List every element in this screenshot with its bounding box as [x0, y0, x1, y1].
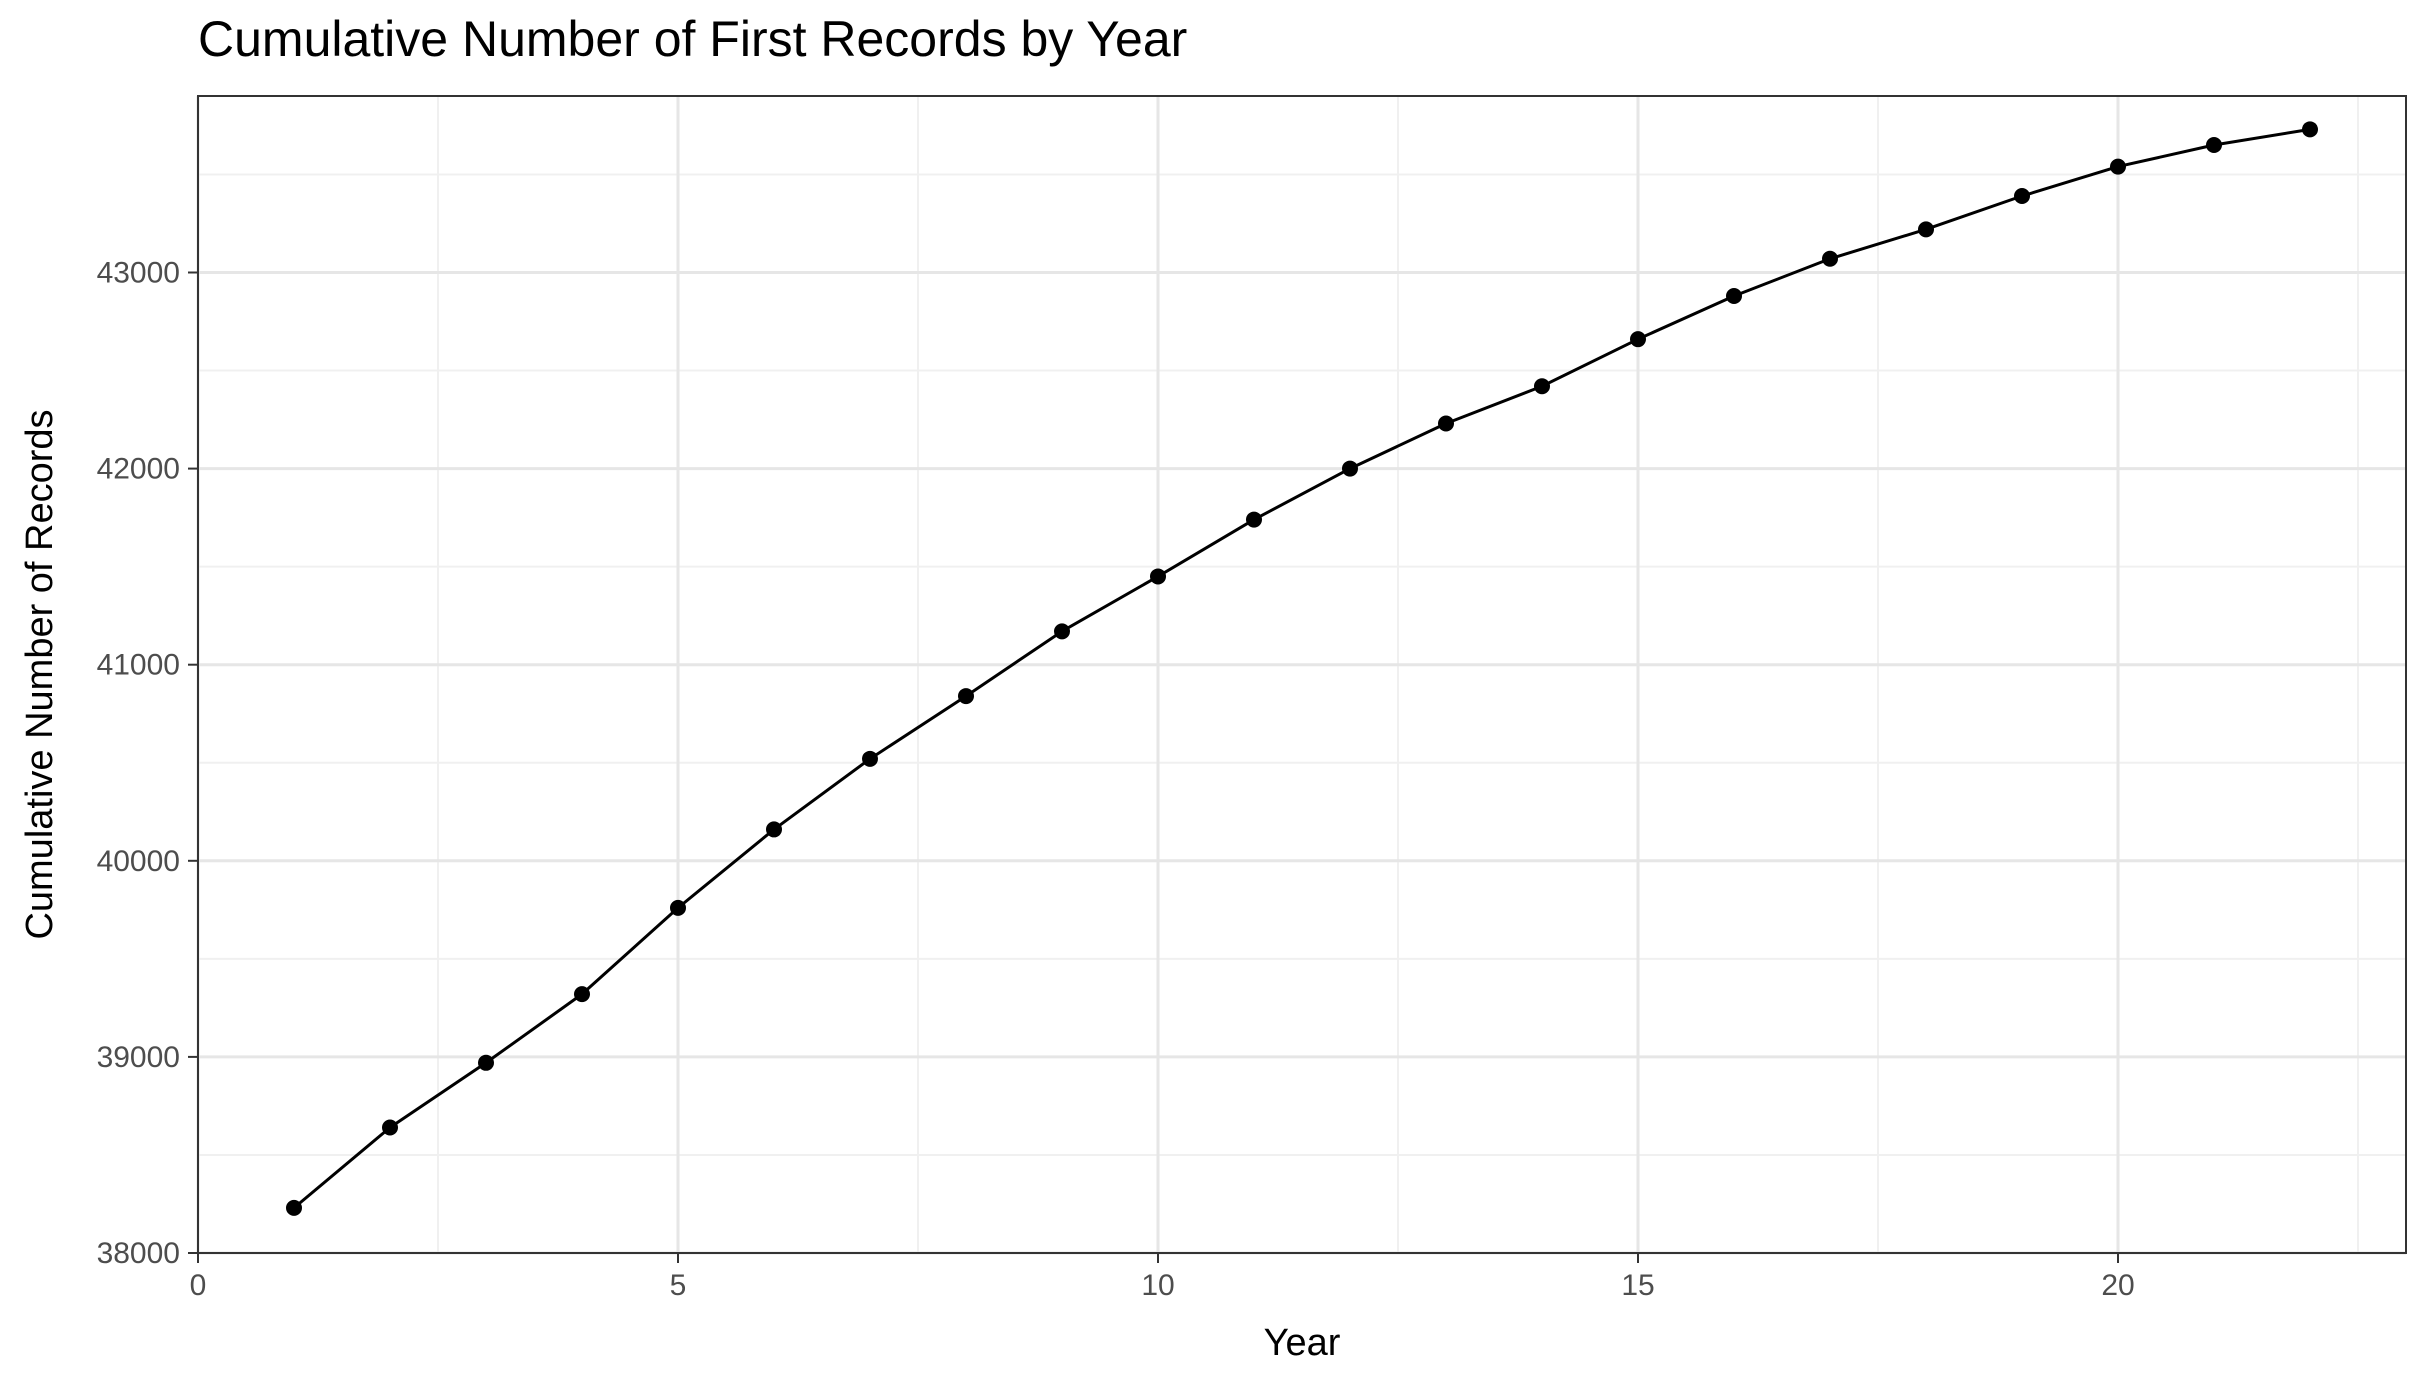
data-point [286, 1199, 302, 1216]
data-point [2206, 137, 2222, 154]
data-point [1918, 221, 1934, 238]
y-tick-label: 41000 [97, 649, 180, 682]
y-tick-label: 43000 [97, 256, 180, 289]
data-point [1822, 250, 1838, 267]
data-point [478, 1054, 494, 1071]
data-point [1342, 460, 1358, 477]
data-point [1630, 331, 1646, 348]
x-axis-ticks: 0 5 10 15 20 [190, 1253, 2135, 1302]
y-tick-label: 40000 [97, 845, 180, 878]
y-tick-label: 38000 [97, 1237, 180, 1270]
y-axis-ticks: 38000 39000 40000 41000 42000 43000 [97, 256, 198, 1270]
y-axis-title: Cumulative Number of Records [19, 409, 61, 939]
data-point [1438, 415, 1454, 432]
x-tick-label: 5 [670, 1269, 687, 1302]
series-line [293, 127, 2311, 1210]
x-tick-label: 0 [190, 1269, 207, 1302]
data-point [1150, 568, 1166, 585]
data-point [1726, 288, 1742, 305]
x-tick-label: 15 [1621, 1269, 1654, 1302]
x-tick-label: 20 [2101, 1269, 2134, 1302]
data-point [670, 899, 686, 916]
minor-gridlines [198, 96, 2406, 1253]
data-point [958, 688, 974, 705]
chart-title: Cumulative Number of First Records by Ye… [198, 11, 1188, 67]
data-point [1054, 623, 1070, 640]
data-point [1246, 511, 1262, 528]
data-point [2110, 158, 2126, 175]
data-point [574, 986, 590, 1003]
data-point [862, 750, 878, 767]
y-tick-label: 42000 [97, 453, 180, 486]
y-tick-label: 39000 [97, 1041, 180, 1074]
data-point [1534, 378, 1550, 395]
panel-border [197, 95, 2407, 1254]
series-layer [286, 121, 2318, 1216]
major-gridlines [196, 96, 2406, 1255]
data-point [2302, 121, 2318, 138]
x-axis-title: Year [1264, 1322, 1341, 1364]
data-point [382, 1119, 398, 1136]
data-point [766, 821, 782, 838]
data-point [2014, 188, 2030, 205]
x-tick-label: 10 [1141, 1269, 1174, 1302]
